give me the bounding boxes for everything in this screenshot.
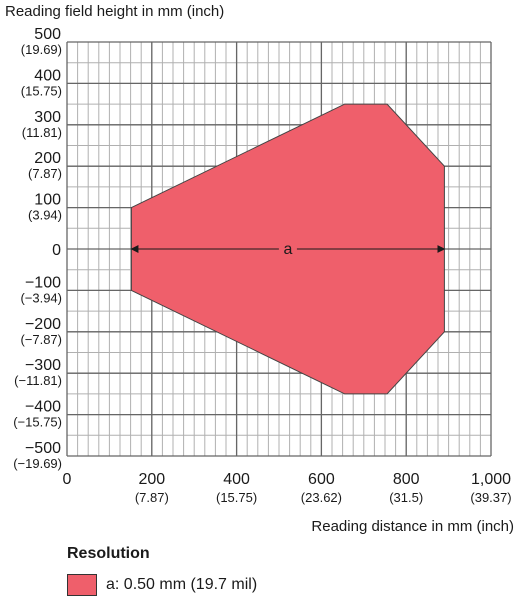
y-tick-label: −300 (25, 357, 61, 374)
reading-field-polygon (130, 103, 445, 395)
y-tick-sublabel: (−7.87) (20, 332, 62, 347)
y-tick-sublabel: (−11.81) (14, 373, 62, 388)
x-tick-label: 1,000 (471, 471, 511, 488)
data-layer: a (130, 103, 446, 395)
x-tick-sublabel: (39.37) (470, 490, 511, 505)
y-tick-sublabel: (7.87) (28, 166, 62, 181)
x-tick-label: 800 (393, 471, 420, 488)
y-tick-label: −500 (25, 440, 61, 457)
legend-swatch (67, 574, 97, 596)
x-tick-label: 200 (138, 471, 165, 488)
y-tick-label: 200 (34, 150, 61, 167)
x-tick-label: 400 (223, 471, 250, 488)
x-tick-sublabel: (15.75) (216, 490, 257, 505)
y-tick-label: −400 (25, 399, 61, 416)
y-tick-sublabel: (3.94) (28, 208, 62, 223)
x-tick-sublabel: (23.62) (301, 490, 342, 505)
legend-label: a: 0.50 mm (19.7 mil) (106, 576, 258, 593)
legend-item: a: 0.50 mm (19.7 mil) (67, 574, 257, 596)
legend-title: Resolution (67, 545, 150, 562)
x-tick-sublabel: (31.5) (389, 490, 423, 505)
x-axis-title: Reading distance in mm (inch) (311, 518, 514, 535)
y-tick-label: −100 (25, 274, 61, 291)
y-tick-sublabel: (15.75) (21, 83, 62, 98)
y-tick-label: 400 (34, 67, 61, 84)
y-tick-label: −200 (25, 316, 61, 333)
y-tick-sublabel: (−3.94) (20, 290, 62, 305)
y-tick-sublabel: (11.81) (22, 125, 62, 140)
x-tick-sublabel: (7.87) (135, 490, 169, 505)
y-tick-sublabel: (−15.75) (13, 415, 62, 430)
dimension-label: a (283, 241, 292, 258)
y-tick-label: 100 (34, 192, 61, 209)
y-axis-title: Reading field height in mm (inch) (5, 3, 224, 20)
y-tick-label: 500 (34, 26, 61, 43)
reading-field-chart: a 500(19.69)400(15.75)300(11.81)200(7.87… (5, 3, 514, 535)
x-tick-label: 600 (308, 471, 335, 488)
x-tick-label: 0 (63, 471, 72, 488)
tick-labels: 500(19.69)400(15.75)300(11.81)200(7.87)1… (13, 26, 511, 505)
y-tick-label: 300 (34, 109, 61, 126)
y-tick-label: 0 (52, 242, 61, 259)
y-tick-sublabel: (−19.69) (13, 456, 62, 471)
y-tick-sublabel: (19.69) (21, 42, 62, 57)
